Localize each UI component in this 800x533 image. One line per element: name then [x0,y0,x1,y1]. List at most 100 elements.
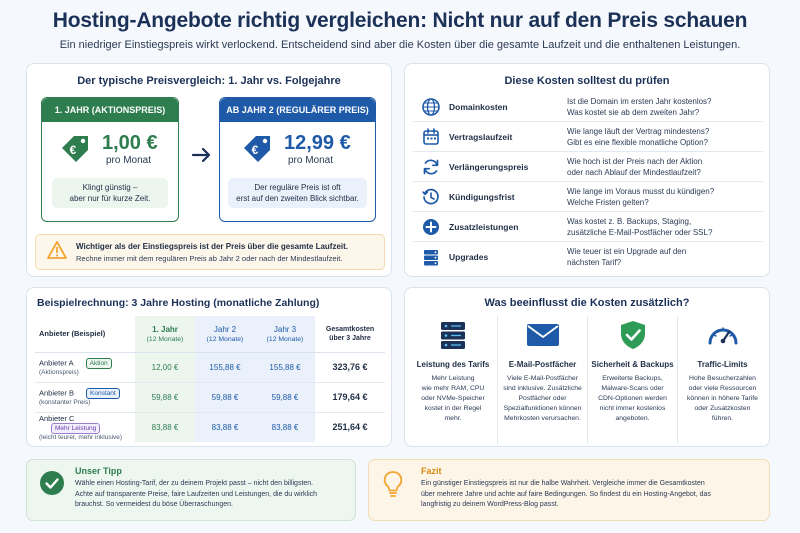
cost-question-line2: nächsten Tarif? [567,258,622,267]
column-header-label: 1. Jahr [152,324,178,334]
factor-item: Traffic-Limits Hohe Besucherzahlen oder … [678,316,767,444]
year2-note: Der reguläre Preis ist oft erst auf den … [228,178,367,208]
column-header-y1: 1. Jahr (12 Monate) [135,316,195,352]
svg-text:€: € [252,143,259,157]
cell-y2: 59,88 € [195,382,255,412]
calendar-icon [419,125,443,149]
factor-title: E-Mail-Postfächer [508,360,577,369]
lightbulb-icon [381,469,405,504]
cost-question-line1: Wie hoch ist der Preis nach der Aktion [567,156,703,166]
conclusion-title: Fazit [421,466,442,476]
warning-text: Rechne immer mit dem regulären Preis ab … [76,253,343,263]
cost-question: Wie teuer ist ein Upgrade auf den nächst… [567,246,686,268]
cost-question-line1: Wie lange im Voraus musst du kündigen? [567,186,715,196]
cost-question-line1: Was kostet z. B. Backups, Staging, [567,216,692,226]
column-header-sub: (12 Monate) [206,335,244,343]
cost-row-domain: Domainkosten Ist die Domain im ersten Ja… [413,92,763,122]
cost-question-line1: Ist die Domain im ersten Jahr kostenlos? [567,96,712,106]
refresh-icon [419,155,443,179]
factor-desc-line: Postfächer oder [518,395,567,402]
page-subtitle: Ein niedriger Einstiegspreis wirkt verlo… [59,39,741,51]
table-row: Anbieter A Aktion (Aktionspreis) 12,00 € … [35,352,385,382]
cell-total: 323,76 € [332,362,368,372]
factor-desc-line: führen. [711,415,734,422]
cell-y3: 83,88 € [255,412,315,442]
factor-desc-line: mehr. [444,415,462,422]
factor-desc-line: Mehr Leistung [431,375,475,382]
check-circle-icon [39,470,65,501]
plus-circle-icon [419,215,443,239]
tip-content: Unser Tipp Wähle einen Hosting-Tarif, de… [75,466,351,511]
factor-desc-line: angeboten. [615,415,650,422]
costs-card: Diese Kosten solltest du prüfen Domainko… [404,63,770,277]
column-header-label: Gesamtkosten [325,325,375,333]
column-header-sub: (12 Monate) [146,335,184,343]
price-compare-title: Der typische Preisvergleich: 1. Jahr vs.… [77,75,341,87]
cell-y2: 83,88 € [195,412,255,442]
provider-cell: Anbieter B Konstant (konstanter Preis) [35,382,135,412]
factor-desc-line: nicht immer kostenlos [599,405,666,412]
conclusion-line3: langfristig zu deinem WordPress-Blog pas… [421,501,559,508]
cost-question-line2: Welche Fristen gelten? [567,197,649,207]
table-header-row: Anbieter (Beispiel) 1. Jahr (12 Monate) … [35,316,385,352]
provider-sub: (konstanter Preis) [39,399,91,406]
factor-desc-line: Erweiterte Backups, [602,375,663,382]
conclusion-line2: über mehrere Jahre und achte auf faire B… [421,490,711,498]
provider-sub: (leicht teurer, mehr inklusive) [39,433,123,441]
history-icon [419,185,443,209]
cost-row-contract: Vertragslaufzeit Wie lange läuft der Ver… [413,122,763,152]
arrow-right-icon [191,146,213,169]
factor-title: Traffic-Limits [697,360,748,369]
cost-label: Verlängerungspreis [449,161,529,172]
factor-item: Sicherheit & Backups Erweiterte Backups,… [588,316,678,444]
svg-text:€: € [70,143,77,157]
factor-desc-line: sind inklusive. Zusätzliche [503,385,582,392]
factors-card: Was beeinflusst die Kosten zusätzlich? L… [404,287,770,447]
example-title: Beispielrechnung: 3 Jahre Hosting (monat… [37,297,320,309]
server-icon [419,245,443,269]
server-stack-icon [437,319,469,356]
euro-tag-icon: € [58,132,92,166]
conclusion-line1: Ein günstiger Einstiegspreis ist nur die… [421,480,705,487]
conclusion-content: Fazit Ein günstiger Einstiegspreis ist n… [421,466,765,511]
cost-question-line2: zusätzliche E-Mail-Postfächer oder SSL? [567,227,713,237]
warning-icon [46,240,68,265]
column-header-label: Jahr 2 [213,324,237,334]
warning-box: Wichtiger als der Einstiegspreis ist der… [35,234,385,270]
cell-y2: 155,88 € [195,352,255,382]
cost-row-upgrades: Upgrades Wie teuer ist ein Upgrade auf d… [413,242,763,272]
factor-desc: Viele E-Mail-Postfächer sind inklusive. … [498,374,587,424]
example-table: Anbieter (Beispiel) 1. Jahr (12 Monate) … [35,316,385,442]
factor-item: Leistung des Tarifs Mehr Leistung wie me… [409,316,498,444]
table-row: Anbieter B Konstant (konstanter Preis) 59… [35,382,385,412]
factor-desc-line: oder Zusatzkosten [694,405,751,412]
cell-total: 179,64 € [332,392,368,402]
year1-price: 1,00 € [102,132,158,154]
factor-title: Sicherheit & Backups [591,360,674,369]
factors-title: Was beeinflusst die Kosten zusätzlich? [484,297,690,309]
column-header-sub: (12 Monate) [266,335,304,343]
cost-question-line2: oder nach Ablauf der Mindestlaufzeit? [567,167,701,177]
cost-question-line2: Was kostet sie ab dem zweiten Jahr? [567,107,700,117]
cell-y3: 155,88 € [255,352,315,382]
factor-desc-line: Mehrkosten verursachen. [504,415,581,422]
cell-y1: 59,88 € [135,382,195,412]
factor-desc-line: Viele E-Mail-Postfächer [507,375,578,382]
cost-label: Domainkosten [449,101,508,112]
price-compare-card: Der typische Preisvergleich: 1. Jahr vs.… [26,63,392,277]
cost-question-line2: Gibt es eine flexible monatliche Option? [567,137,708,147]
year1-note-line2: aber nur für kurze Zeit. [69,194,151,203]
factor-desc: Hohe Besucherzahlen oder viele Ressource… [678,374,767,424]
factor-desc: Mehr Leistung wie mehr RAM, CPU oder NVM… [409,374,497,424]
cost-row-cancellation: Kündigungsfrist Wie lange im Voraus muss… [413,182,763,212]
cost-question: Wie hoch ist der Preis nach der Aktion o… [567,156,702,178]
tip-title: Unser Tipp [75,466,122,476]
conclusion-card: Fazit Ein günstiger Einstiegspreis ist n… [368,459,770,521]
shield-check-icon [617,319,649,356]
page-title: Hosting-Angebote richtig vergleichen: Ni… [52,9,748,32]
year1-header: 1. JAHR (AKTIONSPREIS) [42,98,178,122]
mail-icon [525,319,561,356]
example-card: Beispielrechnung: 3 Jahre Hosting (monat… [26,287,392,447]
globe-icon [419,95,443,119]
cell-total: 251,64 € [332,422,368,433]
